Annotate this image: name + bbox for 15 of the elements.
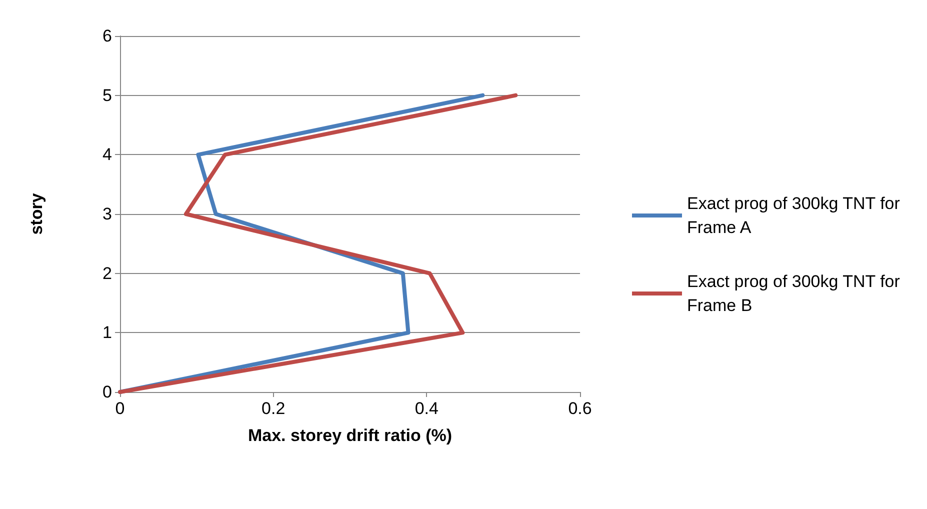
y-tick-label: 2	[102, 264, 112, 283]
x-tick-label: 0.4	[414, 399, 438, 418]
y-axis-title: story	[27, 192, 46, 235]
legend-label: Exact prog of 300kg TNT for Frame B	[687, 272, 905, 315]
y-tick-label: 1	[102, 323, 112, 342]
y-tick-label: 3	[102, 204, 112, 224]
y-tick-label: 6	[102, 26, 112, 46]
y-tick-label: 5	[102, 86, 112, 105]
legend-label: Exact prog of 300kg TNT for Frame A	[687, 194, 905, 237]
x-axis-title: Max. storey drift ratio (%)	[248, 426, 452, 445]
y-tick-label: 4	[102, 145, 112, 164]
y-tick-label: 0	[102, 382, 112, 402]
x-tick-label: 0.6	[568, 399, 592, 418]
x-tick-label: 0	[115, 399, 125, 418]
x-tick-label: 0.2	[262, 399, 286, 418]
